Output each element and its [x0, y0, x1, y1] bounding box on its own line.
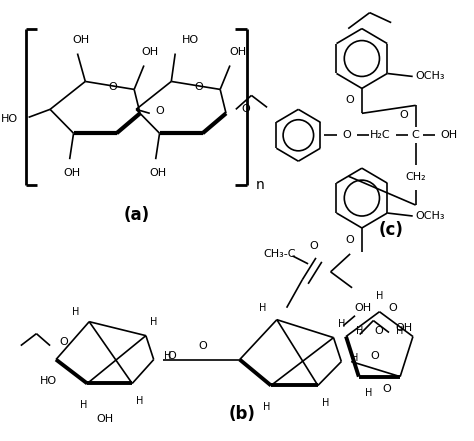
Text: H: H — [72, 306, 79, 317]
Text: OH: OH — [141, 47, 158, 56]
Text: O: O — [389, 303, 398, 313]
Text: H: H — [164, 351, 171, 361]
Text: OH: OH — [96, 415, 113, 424]
Text: OH: OH — [354, 303, 372, 313]
Text: H: H — [376, 291, 383, 301]
Text: H: H — [264, 402, 271, 412]
Text: H: H — [356, 325, 364, 336]
Text: O: O — [375, 325, 383, 336]
Text: OH: OH — [149, 168, 166, 178]
Text: H: H — [365, 388, 372, 398]
Text: H₂C: H₂C — [370, 130, 391, 140]
Text: HO: HO — [182, 34, 200, 45]
Text: O: O — [370, 351, 379, 361]
Text: (c): (c) — [379, 221, 404, 239]
Text: H: H — [150, 317, 157, 327]
Text: O: O — [310, 241, 319, 251]
Text: OH: OH — [395, 323, 412, 333]
Text: H: H — [259, 303, 267, 313]
Text: O: O — [343, 130, 352, 140]
Text: OH: OH — [63, 168, 80, 178]
Text: O: O — [346, 95, 355, 105]
Text: O: O — [194, 82, 203, 93]
Text: OH: OH — [73, 34, 90, 45]
Text: OCH₃: OCH₃ — [416, 211, 445, 221]
Text: n: n — [256, 178, 264, 192]
Text: O: O — [346, 235, 355, 245]
Text: H: H — [137, 396, 144, 407]
Text: H: H — [80, 400, 87, 411]
Text: O: O — [108, 82, 117, 93]
Text: OH: OH — [229, 47, 246, 56]
Text: CH₂: CH₂ — [405, 172, 426, 182]
Text: O: O — [155, 106, 164, 116]
Text: O: O — [400, 110, 408, 120]
Text: C: C — [412, 130, 419, 140]
Text: O: O — [241, 105, 250, 114]
Text: O: O — [198, 340, 207, 351]
Text: OCH₃: OCH₃ — [416, 71, 445, 82]
Text: H: H — [322, 398, 329, 408]
Text: (a): (a) — [124, 206, 150, 224]
Text: (b): (b) — [228, 405, 255, 423]
Text: CH₃-C: CH₃-C — [263, 249, 296, 259]
Text: HO: HO — [40, 377, 57, 386]
Text: H: H — [396, 325, 403, 336]
Text: O: O — [59, 336, 68, 347]
Text: H: H — [337, 319, 345, 329]
Text: O: O — [167, 351, 176, 361]
Text: HO: HO — [0, 114, 18, 124]
Text: OH: OH — [440, 130, 457, 140]
Text: O: O — [382, 384, 391, 394]
Text: H: H — [351, 352, 359, 363]
